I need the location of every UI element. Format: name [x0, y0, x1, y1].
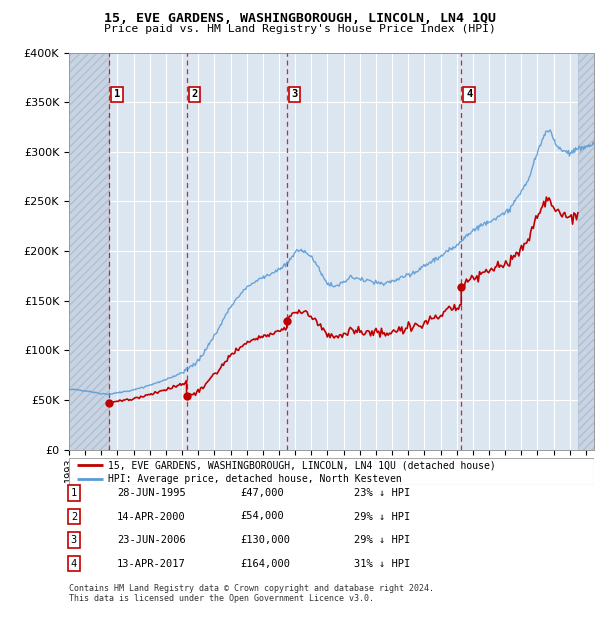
Text: This data is licensed under the Open Government Licence v3.0.: This data is licensed under the Open Gov… [69, 594, 374, 603]
Text: 4: 4 [466, 89, 472, 99]
Text: HPI: Average price, detached house, North Kesteven: HPI: Average price, detached house, Nort… [109, 474, 402, 484]
Text: 29% ↓ HPI: 29% ↓ HPI [354, 535, 410, 545]
Text: 14-APR-2000: 14-APR-2000 [117, 512, 186, 521]
Text: 1: 1 [71, 488, 77, 498]
Text: 4: 4 [71, 559, 77, 569]
Text: 23% ↓ HPI: 23% ↓ HPI [354, 488, 410, 498]
Text: 1: 1 [114, 89, 120, 99]
Text: 3: 3 [292, 89, 298, 99]
Text: Price paid vs. HM Land Registry's House Price Index (HPI): Price paid vs. HM Land Registry's House … [104, 24, 496, 33]
Text: 31% ↓ HPI: 31% ↓ HPI [354, 559, 410, 569]
FancyBboxPatch shape [69, 458, 594, 485]
Text: 13-APR-2017: 13-APR-2017 [117, 559, 186, 569]
Text: 28-JUN-1995: 28-JUN-1995 [117, 488, 186, 498]
Text: £130,000: £130,000 [240, 535, 290, 545]
Text: 3: 3 [71, 535, 77, 545]
Text: 29% ↓ HPI: 29% ↓ HPI [354, 512, 410, 521]
Text: 15, EVE GARDENS, WASHINGBOROUGH, LINCOLN, LN4 1QU (detached house): 15, EVE GARDENS, WASHINGBOROUGH, LINCOLN… [109, 460, 496, 470]
Text: 15, EVE GARDENS, WASHINGBOROUGH, LINCOLN, LN4 1QU: 15, EVE GARDENS, WASHINGBOROUGH, LINCOLN… [104, 12, 496, 25]
Text: £164,000: £164,000 [240, 559, 290, 569]
Text: 2: 2 [71, 512, 77, 521]
Text: 2: 2 [191, 89, 197, 99]
Bar [578, 53, 594, 450]
Bar [69, 53, 109, 450]
Text: £47,000: £47,000 [240, 488, 284, 498]
Text: 23-JUN-2006: 23-JUN-2006 [117, 535, 186, 545]
Text: Contains HM Land Registry data © Crown copyright and database right 2024.: Contains HM Land Registry data © Crown c… [69, 584, 434, 593]
Text: £54,000: £54,000 [240, 512, 284, 521]
